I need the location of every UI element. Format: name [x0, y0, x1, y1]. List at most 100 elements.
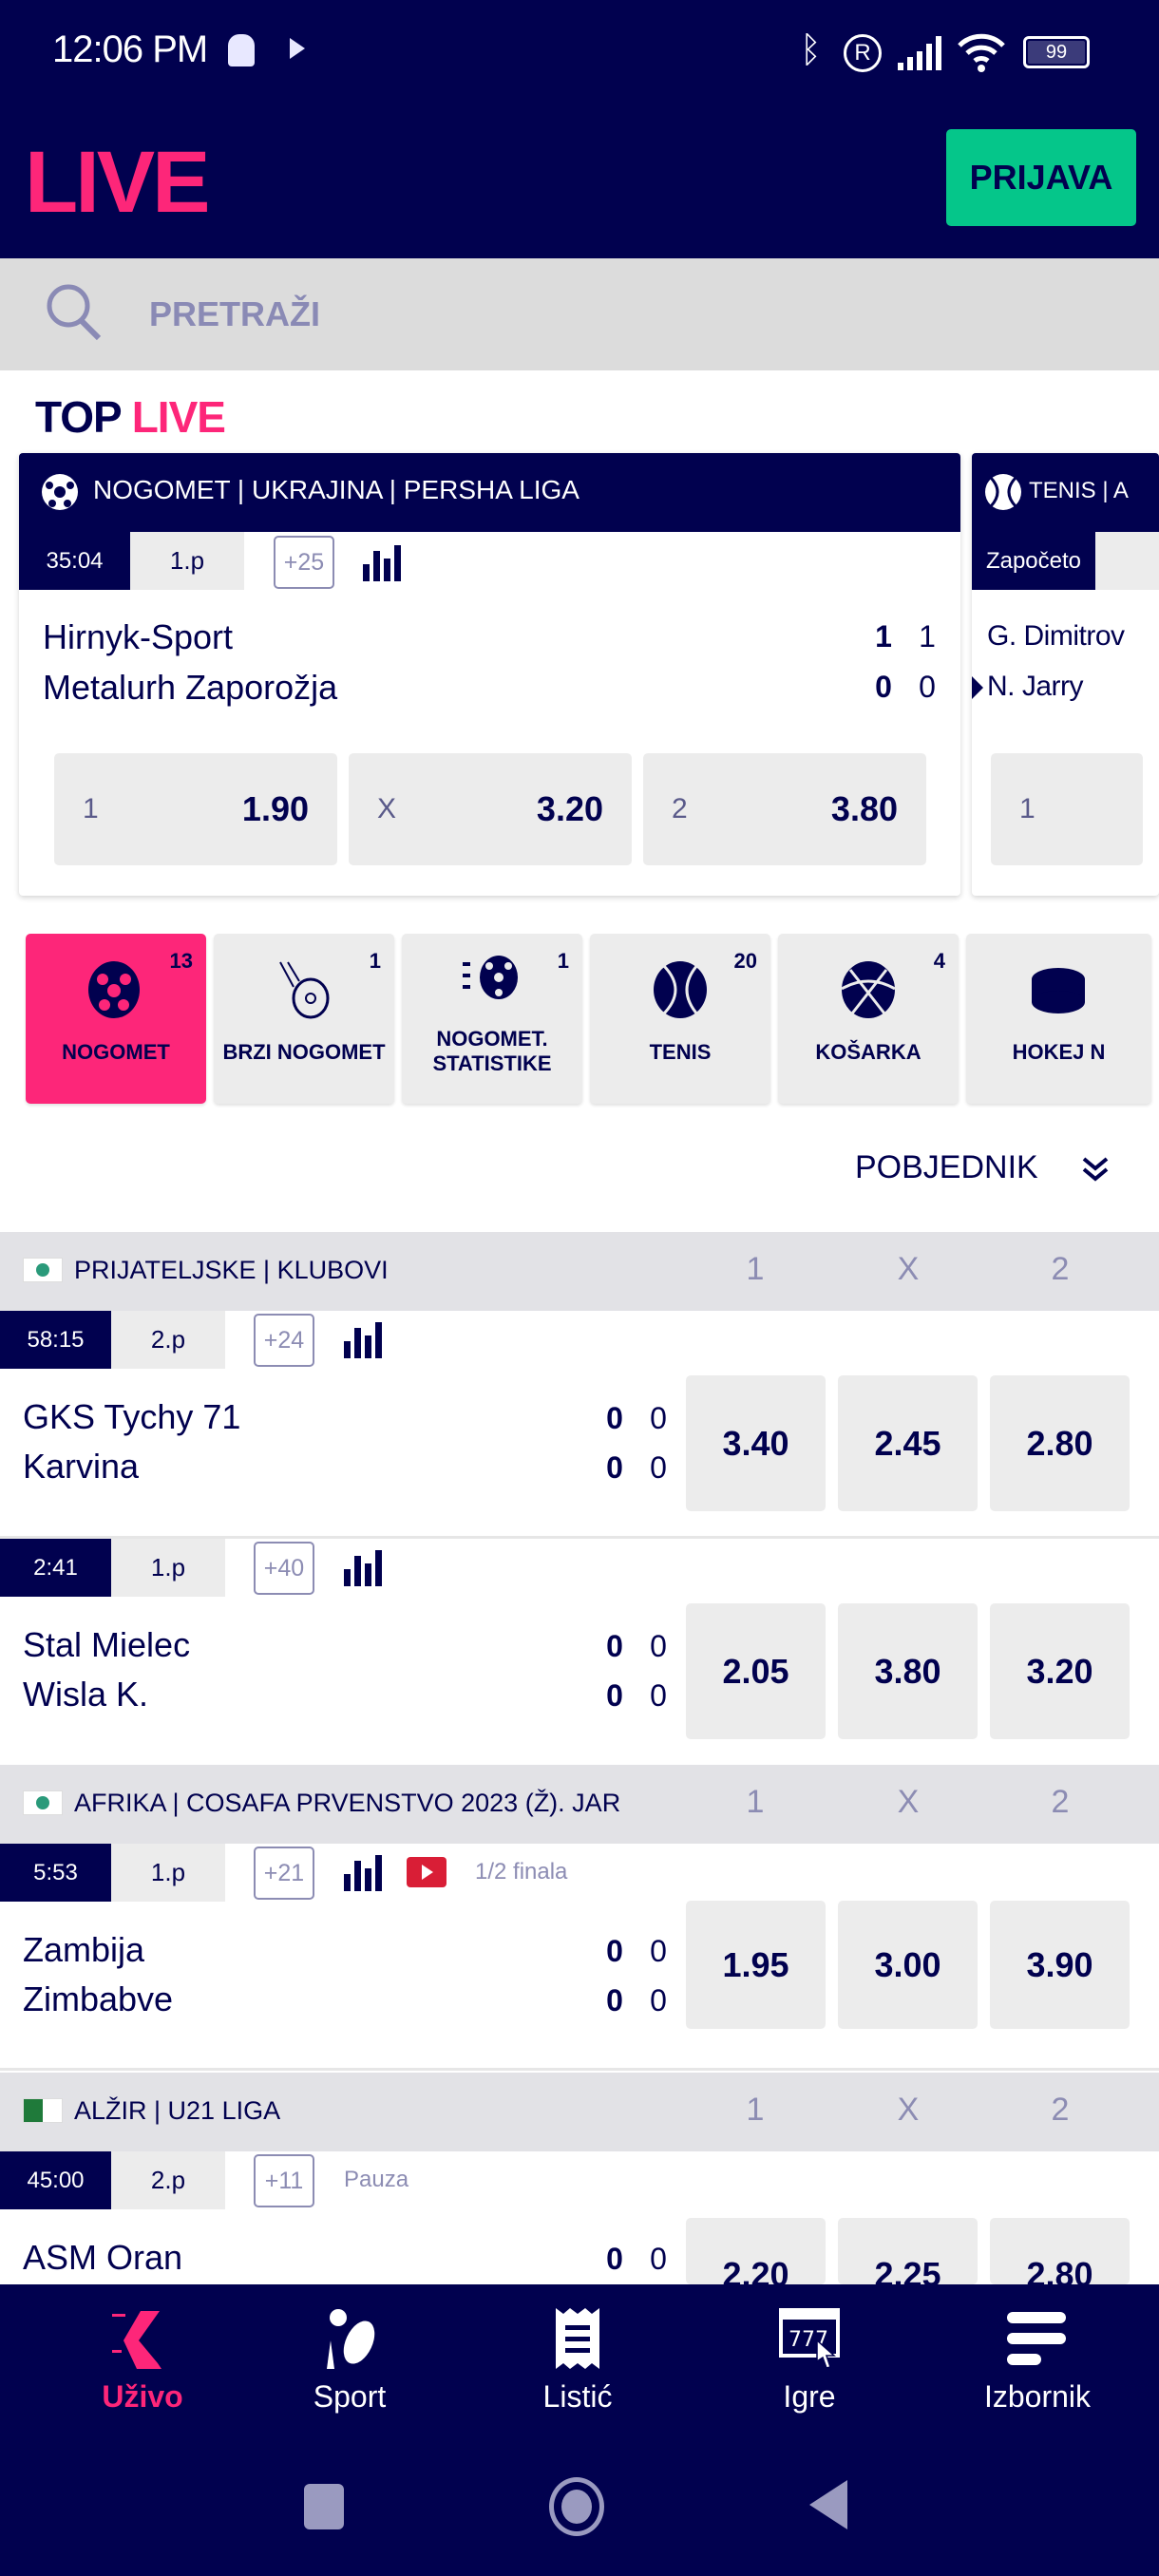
away-team: Metalurh Zaporožja — [43, 668, 338, 707]
more-markets-button[interactable]: +11 — [254, 2154, 314, 2207]
match-time: 2:41 — [0, 1539, 111, 1597]
top-live-card[interactable]: NOGOMET | UKRAJINA | PERSHA LIGA 35:04 1… — [19, 453, 960, 896]
stats-icon[interactable] — [344, 1320, 382, 1358]
odd-button-x[interactable]: X 3.20 — [349, 753, 632, 865]
league-header[interactable]: PRIJATELJSKE | KLUBOVI 1 X 2 — [0, 1232, 1159, 1311]
world-flag-icon — [23, 1790, 63, 1815]
sport-tile-kosarka[interactable]: 4 KOŠARKA — [778, 934, 959, 1104]
card-league-label: NOGOMET | UKRAJINA | PERSHA LIGA — [93, 475, 580, 504]
match-time: 58:15 — [0, 1311, 111, 1369]
odd-button-x[interactable]: 2.45 — [838, 1375, 978, 1511]
odd-button-x[interactable]: 2.25 — [838, 2218, 978, 2294]
app-header: LIVE PRIJAVA — [0, 85, 1159, 258]
odd-button-1[interactable]: 2.20 — [686, 2218, 826, 2294]
market-selector[interactable]: POBJEDNIK — [855, 1149, 1110, 1186]
home-team: GKS Tychy 71 — [23, 1397, 241, 1436]
odd-button-2[interactable]: 3.90 — [990, 1901, 1130, 2029]
match-row[interactable]: 2:41 1.p +40 Stal Mielec Wisla K. 0 0 0 … — [0, 1539, 1159, 1765]
odd-button-2[interactable]: 2 3.80 — [643, 753, 926, 865]
column-2: 2 — [1051, 1251, 1070, 1287]
column-2: 2 — [1051, 1784, 1070, 1820]
sport-tile-nogomet-statistike[interactable]: 1 NOGOMET. STATISTIKE — [402, 934, 582, 1104]
league-name: AFRIKA | COSAFA PRVENSTVO 2023 (Ž). JAR — [74, 1789, 621, 1817]
odd-button-x[interactable]: 3.80 — [838, 1603, 978, 1739]
odd-button-1[interactable]: 1 1.90 — [54, 753, 337, 865]
sport-count: 1 — [557, 949, 569, 973]
slot-machine-icon: 777 — [779, 2308, 840, 2369]
match-row[interactable]: 58:15 2.p +24 GKS Tychy 71 Karvina 0 0 0… — [0, 1311, 1159, 1537]
odd-button-1[interactable]: 2.05 — [686, 1603, 826, 1739]
sport-name: KOŠARKA — [815, 1040, 922, 1064]
match-time: 45:00 — [0, 2151, 111, 2209]
match-status: Započeto — [972, 532, 1095, 590]
battery-icon: 99 — [1023, 36, 1090, 68]
match-status: Pauza — [344, 2167, 409, 2192]
nav-listic[interactable]: Listić — [483, 2284, 673, 2474]
top-live-card[interactable]: TENIS | A Započeto G. Dimitrov N. Jarry … — [972, 453, 1159, 896]
market-label: POBJEDNIK — [855, 1149, 1038, 1185]
sport-tile-tenis[interactable]: 20 TENIS — [590, 934, 770, 1104]
match-row[interactable]: 45:00 2.p +11 Pauza ASM Oran 0 0 2.20 2.… — [0, 2151, 1159, 2294]
soccer-ball-icon — [42, 474, 78, 510]
sport-name: NOGOMET — [62, 1040, 170, 1064]
league-name: ALŽIR | U21 LIGA — [74, 2096, 281, 2125]
top-live-title: TOP LIVE — [35, 391, 226, 443]
page-title: LIVE — [25, 134, 210, 231]
sport-tile-brzi-nogomet[interactable]: 1 BRZI NOGOMET — [214, 934, 394, 1104]
odd-button-2[interactable]: 2.80 — [990, 2218, 1130, 2294]
home-team: ASM Oran — [23, 2238, 183, 2277]
odd-button-1[interactable]: 1.95 — [686, 1901, 826, 2029]
card-league-label: TENIS | A — [1029, 478, 1129, 503]
odd-button-x[interactable]: 3.00 — [838, 1901, 978, 2029]
home-score-half: 0 — [650, 1934, 667, 1968]
odd-button-2[interactable]: 2.80 — [990, 1375, 1130, 1511]
stats-icon[interactable] — [363, 541, 403, 581]
sport-tile-hokej[interactable]: HOKEJ N — [966, 934, 1151, 1104]
nav-izbornik[interactable]: Izbornik — [942, 2284, 1132, 2474]
divider — [0, 2068, 1159, 2071]
running-shoe-icon — [112, 2311, 162, 2369]
top-live-title-a: TOP — [35, 392, 122, 442]
sport-tile-nogomet[interactable]: 13 NOGOMET — [26, 934, 206, 1104]
away-score: 0 — [606, 1678, 623, 1713]
nav-igre[interactable]: 777 Igre — [714, 2284, 904, 2474]
more-markets-button[interactable]: +40 — [254, 1542, 314, 1595]
more-markets-button[interactable]: +25 — [274, 536, 334, 589]
video-stream-icon[interactable] — [407, 1857, 446, 1887]
search-icon — [47, 284, 102, 341]
odd-label: 1 — [1019, 793, 1036, 824]
away-score: 0 — [606, 1450, 623, 1485]
match-period: 2.p — [111, 1311, 225, 1369]
stats-icon[interactable] — [344, 1548, 382, 1586]
nav-label: Sport — [313, 2379, 387, 2414]
league-header[interactable]: ALŽIR | U21 LIGA 1 X 2 — [0, 2073, 1159, 2151]
battery-level: 99 — [1028, 41, 1085, 64]
odd-button-1[interactable]: 3.40 — [686, 1375, 826, 1511]
tennis-ball-icon — [654, 961, 707, 1018]
nav-sport[interactable]: Sport — [255, 2284, 445, 2474]
back-button[interactable] — [809, 2480, 847, 2529]
sport-count: 20 — [733, 949, 757, 973]
stats-icon[interactable] — [344, 1853, 382, 1891]
odd-value: 1.90 — [241, 789, 309, 828]
ghost-icon — [228, 34, 255, 66]
home-button[interactable] — [549, 2477, 604, 2536]
nav-uzivo[interactable]: Uživo — [48, 2284, 238, 2474]
search-bar[interactable] — [0, 258, 1159, 370]
column-x: X — [897, 1251, 920, 1287]
login-button[interactable]: PRIJAVA — [946, 129, 1136, 226]
status-time: 12:06 PM — [52, 28, 208, 70]
more-markets-button[interactable]: +24 — [254, 1314, 314, 1367]
away-score-half: 0 — [650, 1678, 667, 1713]
sport-name: BRZI NOGOMET — [222, 1040, 386, 1064]
search-input[interactable] — [149, 294, 1004, 334]
match-row[interactable]: 5:53 1.p +21 1/2 finala Zambija Zimbabve… — [0, 1844, 1159, 2070]
league-header[interactable]: AFRIKA | COSAFA PRVENSTVO 2023 (Ž). JAR … — [0, 1765, 1159, 1844]
odd-button-2[interactable]: 3.20 — [990, 1603, 1130, 1739]
recent-apps-button[interactable] — [304, 2484, 344, 2529]
odd-button-1[interactable]: 1 — [991, 753, 1143, 865]
home-score: 0 — [606, 1934, 623, 1968]
column-2: 2 — [1051, 2092, 1070, 2128]
away-team: Wisla K. — [23, 1675, 149, 1714]
more-markets-button[interactable]: +21 — [254, 1847, 314, 1900]
